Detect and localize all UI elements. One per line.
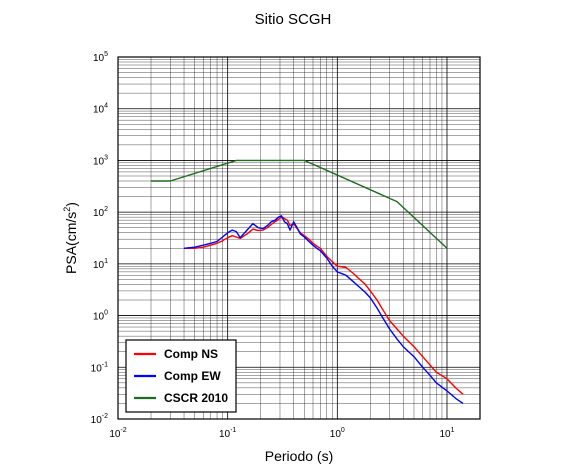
y-axis-label: PSA(cm/s2) [62,202,79,274]
y-tick-label: 101 [93,258,108,271]
x-tick-label: 101 [439,427,454,440]
plot-frame [117,56,481,420]
legend-label-cscr-2010: CSCR 2010 [164,391,228,405]
y-tick-labels: 10-2 10-1 100 101 102 103 104 105 [91,51,108,426]
y-tick-label: 105 [93,51,108,64]
series-layer [151,159,464,404]
y-tick-label: 102 [93,206,108,219]
y-axis-label-exponent: 2 [62,207,72,212]
x-tick-label: 100 [330,427,345,440]
x-tick-labels: 10-2 10-1 100 101 [109,427,454,440]
legend: Comp NS Comp EW CSCR 2010 [125,339,237,413]
y-axis-label-close: ) [63,202,79,207]
y-tick-label: 100 [93,310,108,323]
y-axis-label-base: PSA(cm/s [63,212,79,274]
y-tick-label: 104 [93,103,108,116]
series-line-comp-ew [183,215,464,404]
y-tick-label: 10-2 [91,413,108,426]
chart-title: Sitio SCGH [255,11,332,28]
legend-label-comp-ew: Comp EW [164,369,221,383]
series-line-comp-ns [184,216,464,395]
legend-label-comp-ns: Comp NS [164,347,218,361]
x-tick-label: 10-1 [219,427,236,440]
series-line-cscr-2010 [151,159,448,249]
x-tick-label: 10-2 [109,427,126,440]
y-tick-label: 103 [93,154,108,167]
y-tick-label: 10-1 [91,361,108,374]
x-axis-label: Periodo (s) [265,448,333,464]
